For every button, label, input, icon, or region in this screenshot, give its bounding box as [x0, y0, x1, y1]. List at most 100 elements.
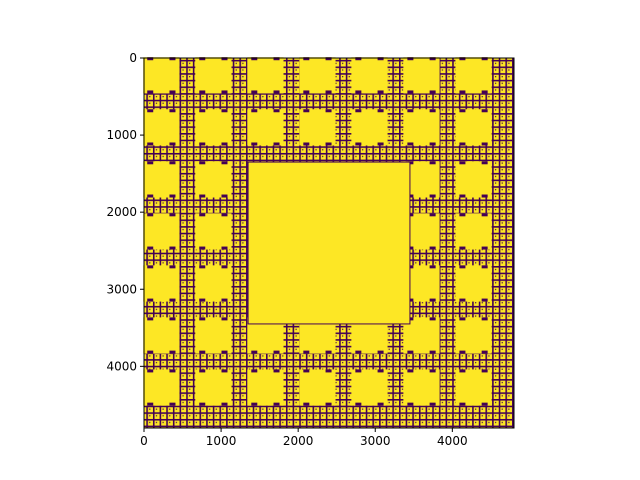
carpet-medium-hole: [143, 317, 180, 354]
carpet-notch: [459, 161, 466, 165]
carpet-notch: [221, 213, 228, 217]
carpet-notch: [303, 90, 310, 94]
carpet-medium-hole: [299, 369, 336, 406]
carpet-notch: [325, 402, 332, 406]
carpet-notch: [273, 90, 280, 94]
carpet-notch: [377, 57, 384, 61]
carpet-notch: [481, 109, 488, 113]
carpet-notch: [221, 246, 228, 250]
plot-frame: [143, 57, 515, 429]
carpet-notch: [147, 57, 154, 61]
carpet-notch: [251, 369, 258, 373]
carpet-medium-hole: [247, 109, 284, 146]
carpet-notch: [429, 246, 436, 250]
carpet-notch: [221, 194, 228, 198]
carpet-notch: [169, 402, 176, 406]
carpet-notch: [429, 142, 436, 146]
carpet-notch: [147, 194, 154, 198]
x-tick-label: 0: [140, 434, 148, 448]
carpet-notch: [481, 213, 488, 217]
carpet-notch: [377, 369, 384, 373]
carpet-notch: [199, 298, 206, 302]
x-tick-label: 3000: [360, 434, 391, 448]
carpet-notch: [221, 109, 228, 113]
carpet-notch: [355, 142, 362, 146]
carpet-notch: [303, 402, 310, 406]
carpet-notch: [481, 57, 488, 61]
carpet-notch: [199, 317, 206, 321]
carpet-notch: [429, 265, 436, 269]
carpet-notch: [407, 142, 414, 146]
carpet-notch: [325, 57, 332, 61]
carpet-notch: [459, 57, 466, 61]
carpet-notch: [169, 265, 176, 269]
y-tick-label: 3000: [106, 282, 137, 296]
carpet-notch: [407, 402, 414, 406]
carpet-medium-hole: [403, 57, 440, 94]
carpet-notch: [169, 298, 176, 302]
carpet-notch: [147, 213, 154, 217]
carpet-notch: [199, 265, 206, 269]
carpet-notch: [251, 402, 258, 406]
y-axis: 0 1000 2000 3000 4000: [106, 51, 144, 373]
carpet-notch: [251, 350, 258, 354]
carpet-notch: [221, 161, 228, 165]
carpet-notch: [429, 194, 436, 198]
carpet-notch: [481, 161, 488, 165]
carpet-notch: [325, 142, 332, 146]
carpet-medium-hole: [143, 57, 180, 94]
carpet-notch: [199, 246, 206, 250]
carpet-notch: [429, 317, 436, 321]
carpet-notch: [273, 57, 280, 61]
carpet-medium-hole: [351, 109, 388, 146]
carpet-medium-hole: [143, 213, 180, 250]
carpet-medium-hole: [455, 369, 492, 406]
carpet-notch: [303, 109, 310, 113]
carpet-notch: [481, 369, 488, 373]
carpet-notch: [199, 213, 206, 217]
carpet-notch: [429, 90, 436, 94]
carpet-medium-hole: [143, 109, 180, 146]
carpet-notch: [169, 161, 176, 165]
x-tick-label: 1000: [206, 434, 237, 448]
carpet-notch: [429, 402, 436, 406]
carpet-medium-hole: [455, 161, 492, 198]
carpet-notch: [325, 369, 332, 373]
carpet-notch: [459, 194, 466, 198]
carpet-notch: [459, 109, 466, 113]
carpet-medium-hole: [195, 57, 232, 94]
y-tick-label: 4000: [106, 359, 137, 373]
carpet-notch: [199, 369, 206, 373]
carpet-medium-hole: [299, 109, 336, 146]
carpet-notch: [429, 161, 436, 165]
carpet-notch: [199, 194, 206, 198]
carpet-notch: [407, 57, 414, 61]
carpet-medium-hole: [195, 109, 232, 146]
carpet-notch: [459, 350, 466, 354]
carpet-notch: [459, 317, 466, 321]
carpet-notch: [221, 265, 228, 269]
carpet-notch: [355, 57, 362, 61]
carpet-notch: [147, 298, 154, 302]
carpet-notch: [377, 142, 384, 146]
carpet-notch: [429, 350, 436, 354]
carpet-medium-hole: [455, 317, 492, 354]
carpet-notch: [459, 213, 466, 217]
carpet-notch: [325, 90, 332, 94]
carpet-notch: [481, 194, 488, 198]
carpet-medium-hole: [455, 213, 492, 250]
carpet-medium-hole: [195, 161, 232, 198]
carpet-notch: [169, 57, 176, 61]
carpet-notch: [169, 90, 176, 94]
carpet-notch: [325, 350, 332, 354]
plot-area: [143, 57, 514, 428]
carpet-notch: [481, 265, 488, 269]
carpet-notch: [377, 109, 384, 113]
carpet-notch: [429, 57, 436, 61]
carpet-notch: [199, 142, 206, 146]
carpet-notch: [481, 317, 488, 321]
x-tick-label: 4000: [437, 434, 468, 448]
carpet-notch: [303, 57, 310, 61]
carpet-notch: [147, 369, 154, 373]
